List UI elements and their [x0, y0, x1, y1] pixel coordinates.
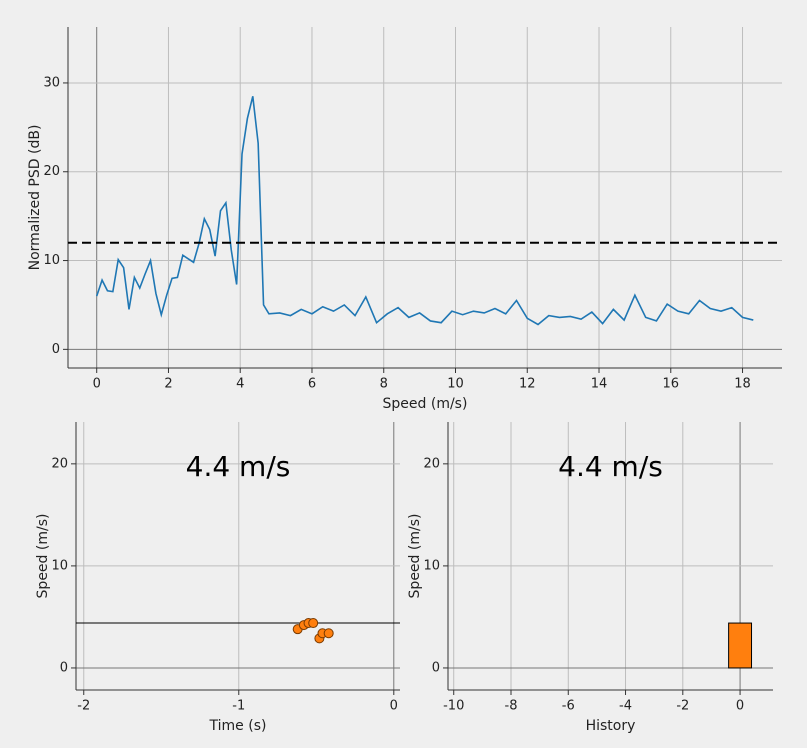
x-axis-label: Speed (m/s) [383, 396, 468, 412]
x-tick-label: 2 [164, 377, 172, 392]
x-tick-label: -8 [505, 699, 518, 714]
y-axis-label: Speed (m/s) [35, 514, 51, 599]
x-axis-label: Time (s) [209, 718, 267, 734]
x-tick-label: 6 [308, 377, 316, 392]
y-tick-label: 0 [52, 342, 60, 357]
x-tick-label: 0 [390, 699, 398, 714]
history-bar [728, 622, 753, 669]
y-tick-label: 0 [432, 660, 440, 675]
x-tick-label: 0 [93, 377, 101, 392]
y-tick-label: 20 [51, 456, 68, 471]
x-tick-label: 14 [591, 377, 608, 392]
x-tick-label: 18 [734, 377, 751, 392]
y-tick-label: 20 [43, 164, 60, 179]
x-axis-label: History [586, 718, 636, 734]
x-tick-label: -6 [562, 699, 575, 714]
y-axis-label: Normalized PSD (dB) [27, 125, 43, 271]
y-tick-label: 10 [43, 253, 60, 268]
x-tick-label: -10 [443, 699, 464, 714]
speed-readout: 4.4 m/s [186, 450, 291, 483]
x-tick-label: 0 [736, 699, 744, 714]
x-tick-label: -2 [77, 699, 90, 714]
x-tick-label: 16 [663, 377, 680, 392]
psd-line [95, 96, 754, 326]
y-tick-label: 30 [43, 75, 60, 90]
x-tick-label: -2 [676, 699, 689, 714]
y-tick-label: 0 [60, 660, 68, 675]
x-tick-label: -1 [232, 699, 245, 714]
speed-readout: 4.4 m/s [558, 450, 663, 483]
x-tick-label: 4 [236, 377, 244, 392]
x-tick-label: 8 [380, 377, 388, 392]
x-tick-label: 12 [519, 377, 536, 392]
y-axis-label: Speed (m/s) [407, 514, 423, 599]
x-tick-label: 10 [447, 377, 464, 392]
speed-point [308, 618, 319, 629]
x-tick-label: -4 [619, 699, 632, 714]
y-tick-label: 10 [423, 558, 440, 573]
y-tick-label: 20 [423, 456, 440, 471]
speed-point [323, 628, 334, 639]
y-tick-label: 10 [51, 558, 68, 573]
